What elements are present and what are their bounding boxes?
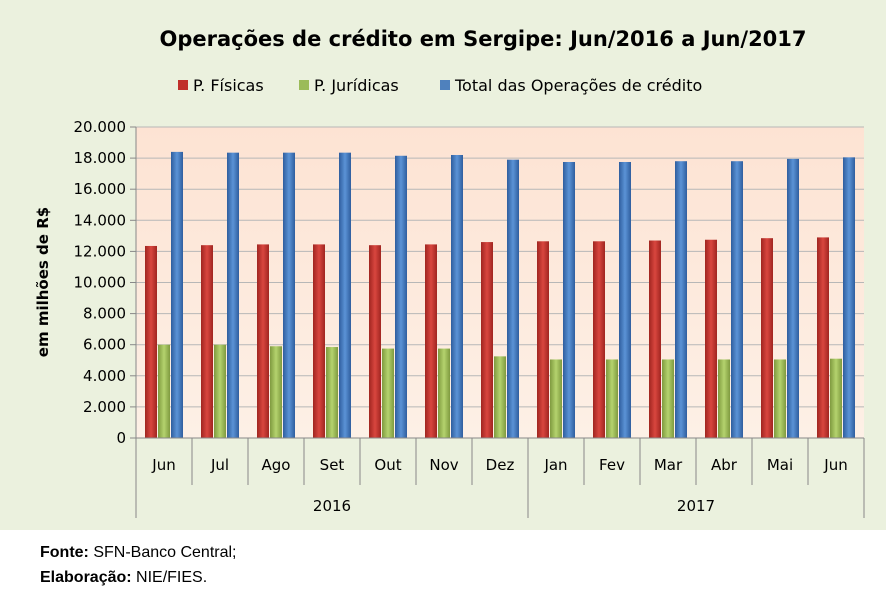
chart-area: Operações de crédito em Sergipe: Jun/201…: [0, 0, 886, 530]
bar-total: [227, 152, 239, 438]
bar-p-fisicas: [481, 242, 493, 438]
x-tick-label: Jun: [151, 456, 175, 474]
y-tick-label: 18.000: [74, 149, 127, 167]
bar-p-fisicas: [201, 245, 213, 438]
x-tick-label: Nov: [429, 456, 458, 474]
axes: [135, 127, 865, 518]
bar-chart: Operações de crédito em Sergipe: Jun/201…: [34, 27, 865, 518]
source-label: Fonte:: [40, 544, 89, 561]
bar-p-juridicas: [606, 359, 618, 438]
bar-total: [619, 161, 631, 439]
bar-p-juridicas: [382, 348, 394, 438]
legend-swatch-p-fisicas: [178, 80, 188, 90]
legend-swatch-total: [440, 80, 450, 90]
legend-label-total: Total das Operações de crédito: [454, 76, 702, 95]
y-tick-label: 12.000: [74, 242, 127, 260]
group-label: 2016: [313, 497, 351, 515]
y-tick-label: 14.000: [74, 211, 127, 229]
x-tick-labels: Jun Jul Ago Set Out Nov Dez Jan Fev Mar Abr Mai Jun 2…: [151, 456, 847, 515]
bar-p-fisicas: [257, 244, 269, 438]
bar-p-fisicas: [145, 245, 157, 438]
y-tick-label: 2.000: [83, 398, 126, 416]
bar-p-juridicas: [438, 348, 450, 438]
bar-total: [843, 157, 855, 438]
chart-title: Operações de crédito em Sergipe: Jun/201…: [159, 27, 806, 51]
bar-total: [395, 155, 407, 438]
bar-p-fisicas: [313, 244, 325, 438]
bar-p-fisicas: [761, 238, 773, 438]
bar-p-juridicas: [662, 359, 674, 438]
bar-total: [563, 161, 575, 439]
y-tick-label: 20.000: [74, 118, 127, 136]
source-line: Fonte: SFN-Banco Central;: [40, 540, 236, 565]
bar-total: [507, 159, 519, 438]
bar-p-juridicas: [326, 347, 338, 438]
x-tick-label: Dez: [486, 456, 515, 474]
credit-value: NIE/FIES.: [131, 569, 208, 586]
credit-label: Elaboração:: [40, 569, 132, 586]
bar-total: [339, 152, 351, 438]
bar-total: [787, 158, 799, 438]
source-value: SFN-Banco Central;: [88, 544, 237, 561]
bar-p-fisicas: [649, 240, 661, 438]
bars: [145, 151, 855, 439]
bar-p-fisicas: [705, 239, 717, 438]
bar-p-juridicas: [550, 359, 562, 438]
bar-p-juridicas: [158, 344, 170, 438]
bar-p-juridicas: [774, 359, 786, 438]
legend-swatch-p-juridicas: [299, 80, 309, 90]
x-tick-label: Out: [374, 456, 401, 474]
bar-total: [731, 161, 743, 438]
bar-p-fisicas: [593, 241, 605, 438]
x-tick-label: Mai: [767, 456, 793, 474]
y-tick-label: 16.000: [74, 180, 127, 198]
bar-total: [171, 151, 183, 438]
y-tick-labels: 0 2.000 4.000 6.000 8.000 10.000 12.000 14.000 1…: [74, 118, 127, 447]
y-tick-label: 8.000: [83, 305, 126, 323]
x-tick-label: Jul: [210, 456, 229, 474]
x-tick-label: Abr: [711, 456, 738, 474]
bar-p-fisicas: [817, 237, 829, 438]
bar-p-fisicas: [537, 241, 549, 438]
bar-total: [283, 152, 295, 438]
x-tick-label: Mar: [654, 456, 683, 474]
x-tick-label: Jun: [823, 456, 847, 474]
bar-p-fisicas: [369, 245, 381, 438]
x-tick-label: Ago: [262, 456, 291, 474]
x-tick-label: Set: [320, 456, 345, 474]
group-label: 2017: [677, 497, 715, 515]
bar-p-juridicas: [830, 358, 842, 438]
credit-line: Elaboração: NIE/FIES.: [40, 565, 236, 590]
legend-label-p-juridicas: P. Jurídicas: [314, 76, 399, 95]
bar-p-juridicas: [718, 359, 730, 438]
y-tick-label: 10.000: [74, 274, 127, 292]
bar-p-fisicas: [425, 244, 437, 438]
y-axis-title: em milhões de R$: [34, 207, 52, 357]
bar-p-juridicas: [270, 346, 282, 438]
legend-label-p-fisicas: P. Físicas: [193, 76, 264, 95]
bar-p-juridicas: [494, 356, 506, 438]
bar-total: [675, 161, 687, 438]
x-tick-label: Fev: [599, 456, 625, 474]
bar-p-juridicas: [214, 344, 226, 438]
y-tick-label: 4.000: [83, 367, 126, 385]
legend: P. Físicas P. Jurídicas Total das Operaçõe…: [178, 76, 702, 95]
footer: Fonte: SFN-Banco Central; Elaboração: NI…: [40, 540, 236, 590]
y-tick-label: 0: [116, 429, 126, 447]
x-tick-label: Jan: [543, 456, 567, 474]
y-tick-label: 6.000: [83, 336, 126, 354]
bar-total: [451, 154, 463, 439]
